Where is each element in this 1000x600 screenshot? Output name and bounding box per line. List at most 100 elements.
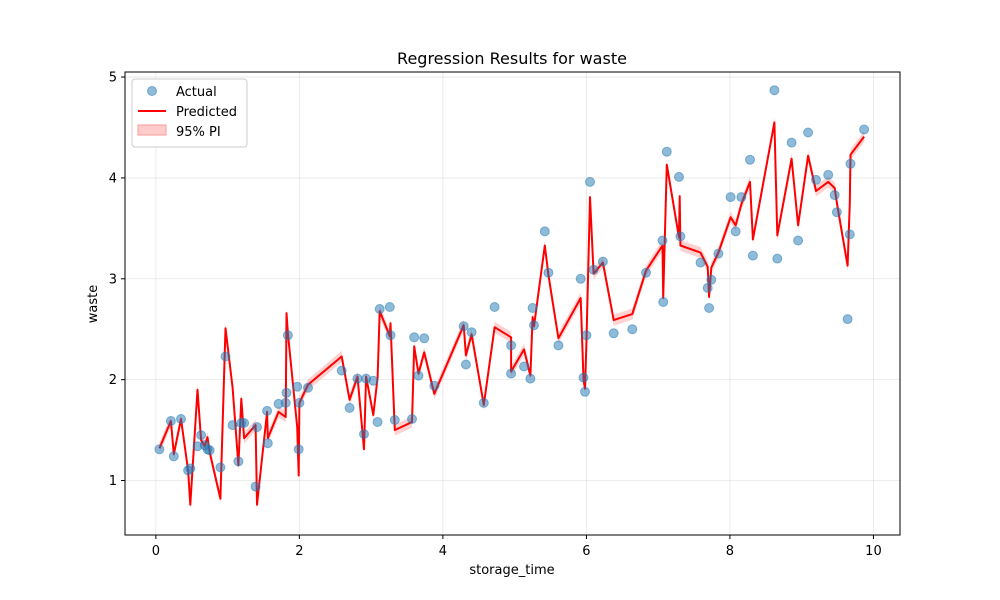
actual-point [168, 451, 179, 462]
actual-point [368, 375, 379, 386]
x-tick-label: 6 [582, 544, 590, 559]
actual-point [262, 405, 273, 416]
actual-point [745, 154, 755, 165]
actual-point [575, 273, 586, 284]
actual-point [176, 414, 186, 424]
actual-point [294, 397, 305, 408]
actual-points [154, 85, 870, 492]
actual-point [154, 444, 165, 455]
actual-point [239, 418, 250, 428]
actual-point [413, 370, 424, 381]
actual-point [747, 250, 758, 261]
x-tick-label: 8 [726, 544, 734, 559]
actual-point [344, 402, 355, 413]
predicted-line [158, 121, 865, 506]
actual-point [627, 324, 638, 335]
actual-point [384, 302, 395, 312]
actual-point [539, 226, 550, 237]
plot-frame [124, 71, 901, 536]
actual-point [419, 333, 430, 344]
actual-point [303, 382, 313, 393]
actual-point [608, 328, 619, 339]
y-tick-label: 5 [109, 71, 117, 86]
y-tick-label: 2 [109, 373, 117, 388]
actual-point [713, 248, 724, 259]
actual-point [250, 481, 261, 492]
actual-point [293, 444, 304, 455]
y-axis-ticks: 1 2 3 4 5 [109, 71, 125, 489]
actual-point [281, 387, 292, 398]
actual-point [262, 438, 273, 449]
actual-point [597, 256, 608, 267]
actual-point [506, 340, 517, 351]
actual-point [578, 372, 589, 383]
actual-point [769, 85, 780, 96]
actual-point [702, 282, 713, 293]
actual-point [525, 373, 536, 384]
actual-point [389, 415, 400, 425]
actual-point [185, 463, 196, 474]
grid [125, 72, 900, 535]
actual-point [588, 264, 599, 275]
actual-point [661, 146, 672, 157]
actual-point [372, 417, 383, 427]
actual-point [458, 321, 469, 332]
actual-point [803, 127, 814, 138]
actual-point [429, 380, 440, 391]
actual-point [725, 192, 736, 203]
legend: Actual Predicted 95% PI [131, 78, 248, 148]
actual-point [506, 368, 517, 379]
legend-interval-label: 95% PI [176, 125, 221, 140]
actual-point [823, 169, 834, 180]
actual-point [695, 257, 706, 268]
x-tick-label: 10 [865, 544, 882, 559]
actual-point [527, 303, 538, 313]
actual-point [793, 235, 804, 246]
actual-point [196, 430, 207, 441]
chart-title: Regression Results for waste [397, 49, 627, 68]
actual-point [772, 253, 783, 264]
y-tick-label: 4 [109, 171, 117, 186]
actual-point [336, 365, 347, 376]
actual-point [829, 190, 840, 201]
x-tick-label: 0 [152, 544, 160, 559]
actual-point [704, 303, 715, 313]
actual-point [409, 332, 420, 343]
actual-point [220, 351, 231, 362]
y-axis-label: waste [86, 285, 101, 323]
actual-point [478, 397, 489, 408]
actual-point [352, 373, 363, 384]
legend-predicted-label: Predicted [176, 105, 237, 120]
actual-point [657, 235, 668, 246]
actual-point [233, 456, 244, 467]
y-tick-label: 1 [109, 474, 117, 489]
actual-point [580, 386, 590, 397]
legend-actual-marker [147, 86, 157, 96]
actual-point [641, 267, 651, 278]
actual-point [811, 174, 821, 185]
x-tick-label: 4 [439, 544, 447, 559]
actual-point [292, 381, 303, 392]
actual-point [529, 320, 539, 331]
x-axis-ticks: 0 2 4 6 8 10 [152, 535, 882, 559]
actual-point [407, 414, 417, 424]
actual-point [730, 226, 741, 237]
actual-point [553, 340, 564, 351]
actual-point [165, 416, 176, 426]
actual-point [359, 429, 369, 440]
actual-point [581, 330, 592, 341]
actual-point [842, 314, 853, 325]
actual-point [859, 124, 870, 135]
actual-point [282, 330, 293, 341]
legend-actual-label: Actual [176, 85, 217, 100]
actual-point [786, 137, 797, 148]
actual-point [460, 359, 471, 370]
actual-point [466, 327, 477, 338]
actual-point [845, 158, 856, 169]
actual-point [280, 397, 291, 408]
actual-point [374, 304, 385, 314]
legend-interval-swatch [137, 124, 167, 136]
predicted-series-line [158, 121, 865, 506]
actual-point [519, 361, 529, 372]
actual-point [844, 229, 855, 240]
